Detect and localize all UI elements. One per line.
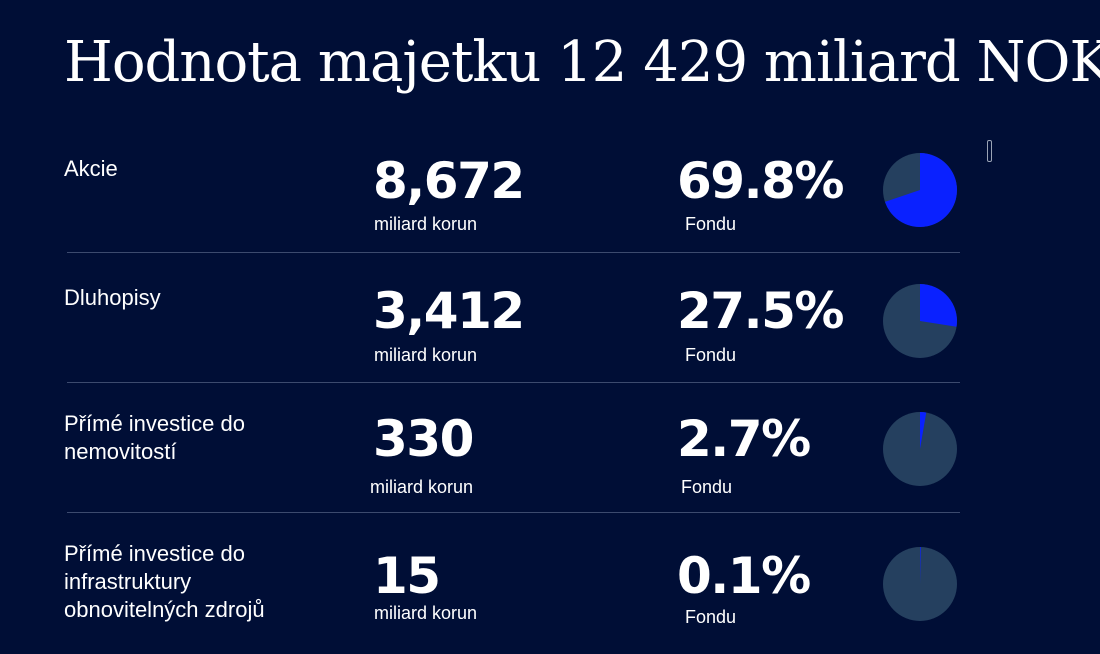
- pie-slice: [884, 153, 958, 227]
- asset-percent: 27.5%: [677, 282, 844, 340]
- page-title: Hodnota majetku 12 429 miliard NOK: [64, 30, 1100, 95]
- row-divider: [67, 252, 960, 253]
- pie-chart-icon: [883, 412, 957, 486]
- asset-label: Přímé investice do infrastruktury obnovi…: [64, 541, 265, 622]
- row-divider: [67, 512, 960, 513]
- asset-percent: 2.7%: [677, 410, 811, 468]
- asset-unit: miliard korun: [374, 603, 478, 623]
- asset-amount: 15: [373, 547, 441, 605]
- pie-slice: [920, 412, 927, 449]
- row-divider: [67, 382, 960, 383]
- asset-percent-label: Fondu: [685, 214, 737, 234]
- asset-percent-label: Fondu: [685, 345, 737, 365]
- pie-chart-icon: [883, 284, 957, 358]
- asset-percent-label: Fondu: [681, 477, 733, 497]
- asset-amount: 330: [373, 410, 474, 468]
- asset-label: Přímé investice do nemovitostí: [64, 411, 245, 464]
- asset-unit: miliard korun: [370, 477, 474, 497]
- pie-chart-icon: [883, 153, 958, 227]
- asset-unit: miliard korun: [374, 214, 478, 234]
- asset-percent: 0.1%: [677, 547, 811, 605]
- pie-chart-icon: [883, 547, 957, 621]
- asset-unit: miliard korun: [374, 345, 478, 365]
- asset-label: Akcie: [64, 156, 118, 181]
- asset-percent: 69.8%: [677, 152, 844, 210]
- pie-slice: [920, 284, 957, 327]
- asset-percent-label: Fondu: [685, 607, 737, 627]
- asset-label: Dluhopisy: [64, 285, 161, 310]
- asset-amount: 3,412: [373, 282, 525, 340]
- scrollbar-thumb[interactable]: [987, 140, 992, 162]
- asset-amount: 8,672: [373, 152, 525, 210]
- pie-slice: [920, 547, 921, 584]
